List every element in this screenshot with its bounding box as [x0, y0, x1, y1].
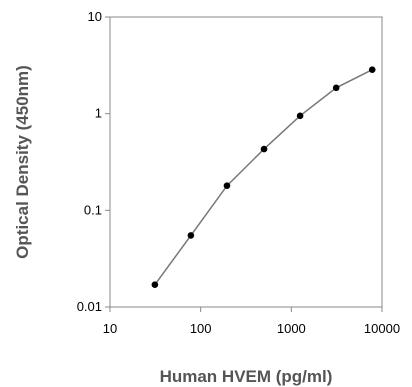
data-point — [187, 232, 195, 239]
plot-frame — [109, 16, 383, 308]
y-axis: 0.01 0.1 1 10 — [77, 9, 110, 314]
x-tick-label: 10000 — [364, 321, 400, 336]
data-point — [151, 281, 159, 289]
data-point — [332, 84, 340, 92]
series-line — [154, 69, 373, 286]
data-point — [296, 112, 304, 120]
x-axis-title: Human HVEM (pg/ml) — [160, 367, 333, 386]
x-tick-label: 100 — [190, 321, 212, 336]
y-tick-label: 10 — [88, 9, 102, 24]
x-tick-label: 10 — [103, 321, 117, 336]
y-axis-title: Optical Density (450nm) — [13, 65, 32, 259]
y-tick-label: 1 — [95, 106, 102, 121]
y-tick-label: 0.01 — [77, 299, 102, 314]
x-axis: 10 100 1000 10000 — [103, 307, 400, 336]
data-points — [151, 66, 376, 289]
data-point — [260, 145, 268, 153]
y-tick-label: 0.1 — [84, 202, 102, 217]
data-point — [223, 182, 231, 189]
data-point — [368, 66, 376, 73]
x-tick-label: 1000 — [277, 321, 306, 336]
